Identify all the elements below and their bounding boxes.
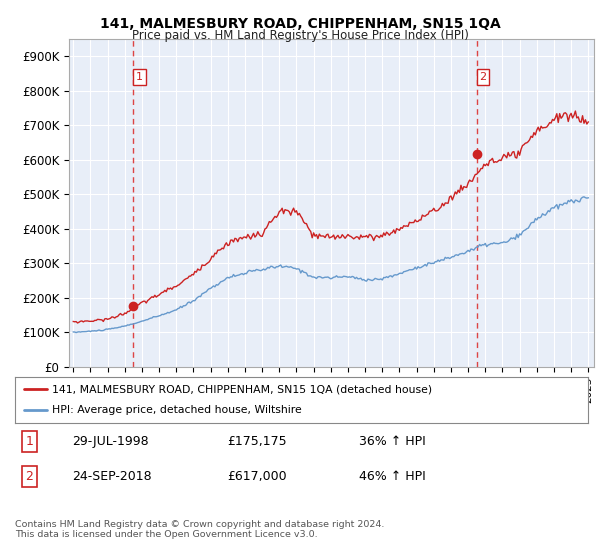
Text: 29-JUL-1998: 29-JUL-1998 (73, 435, 149, 448)
Text: 2: 2 (25, 470, 33, 483)
Text: 24-SEP-2018: 24-SEP-2018 (73, 470, 152, 483)
Text: £175,175: £175,175 (227, 435, 287, 448)
Text: Price paid vs. HM Land Registry's House Price Index (HPI): Price paid vs. HM Land Registry's House … (131, 29, 469, 42)
Text: 2: 2 (479, 72, 487, 82)
Text: 46% ↑ HPI: 46% ↑ HPI (359, 470, 425, 483)
Text: 141, MALMESBURY ROAD, CHIPPENHAM, SN15 1QA (detached house): 141, MALMESBURY ROAD, CHIPPENHAM, SN15 1… (52, 384, 433, 394)
Text: Contains HM Land Registry data © Crown copyright and database right 2024.
This d: Contains HM Land Registry data © Crown c… (15, 520, 385, 539)
Text: 141, MALMESBURY ROAD, CHIPPENHAM, SN15 1QA: 141, MALMESBURY ROAD, CHIPPENHAM, SN15 1… (100, 17, 500, 31)
Text: 36% ↑ HPI: 36% ↑ HPI (359, 435, 425, 448)
Text: £617,000: £617,000 (227, 470, 287, 483)
Text: HPI: Average price, detached house, Wiltshire: HPI: Average price, detached house, Wilt… (52, 405, 302, 416)
Text: 1: 1 (136, 72, 143, 82)
Text: 1: 1 (25, 435, 33, 448)
